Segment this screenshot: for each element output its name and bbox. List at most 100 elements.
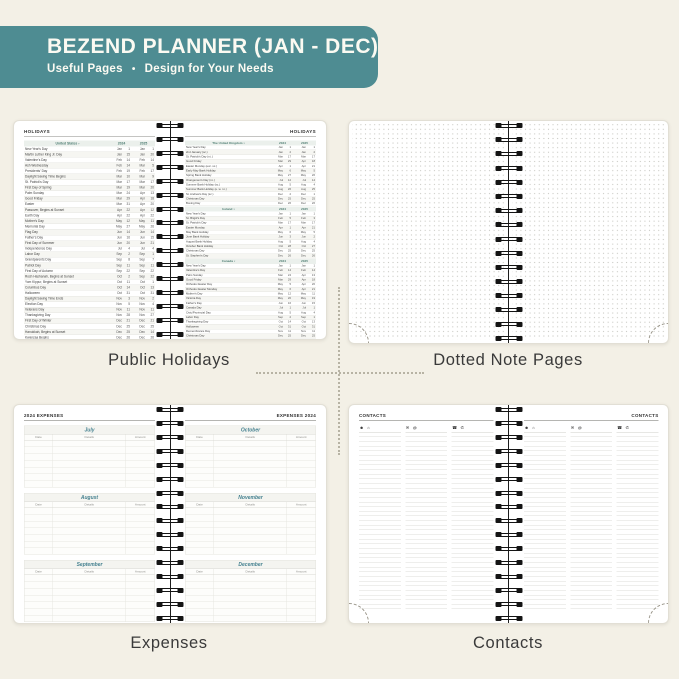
expense-entry-row <box>185 447 316 454</box>
holiday-row: Father's Day Jun 16 Jun 15 <box>24 236 155 241</box>
expenses-spread-card: 2024 EXPENSES July Date Details Amount Augus… <box>13 404 327 624</box>
expense-entry-row <box>24 447 155 454</box>
phone-icon: ☎ <box>616 425 622 430</box>
holiday-row: August Bank Holiday Aug 5 Aug 4 <box>185 240 316 245</box>
contacts-page-header: CONTACTS <box>359 413 494 421</box>
spiral-coil <box>495 137 522 143</box>
spiral-coil <box>156 504 184 510</box>
contact-column-icons: ✉ @ <box>405 425 448 433</box>
spiral-coil <box>495 179 522 185</box>
holiday-row: Christmas Day Dec 25 Dec 25 <box>185 334 316 339</box>
bullet-separator: • <box>131 64 136 75</box>
holiday-row: Easter Mar 31 Apr 20 <box>24 202 155 208</box>
spiral-coil <box>156 136 184 142</box>
expense-entry-row <box>186 615 316 622</box>
expense-entry-row <box>24 453 155 461</box>
spiral-coil <box>495 574 522 580</box>
dotted-divider-horizontal <box>256 372 424 374</box>
expenses-right-page: EXPENSES 2024 October Date Details Amount No… <box>170 405 326 623</box>
expense-entry-row <box>185 453 316 461</box>
spiral-coil <box>495 490 522 496</box>
contacts-page-header: CONTACTS <box>523 413 658 421</box>
expense-month-block: August Date Details Amount <box>24 492 155 555</box>
spiral-coil <box>156 546 184 552</box>
banner-subtitle-left: Useful Pages <box>47 63 123 75</box>
expense-entry-row <box>24 541 155 549</box>
home-icon: ⌂ <box>531 425 535 430</box>
holiday-row: Canada Day Jul 1 Jul 1 <box>185 306 316 311</box>
spiral-coil <box>495 560 522 566</box>
holiday-row: May Bank Holiday May 6 May 5 <box>185 231 316 236</box>
holiday-row: Daylight Saving Time Begins Mar 10 Mar 9 <box>24 174 155 180</box>
spiral-coil <box>156 164 184 170</box>
expense-month-title: July <box>24 426 155 434</box>
holiday-row: Thanksgiving Day Nov 28 Nov 27 <box>24 313 155 319</box>
holiday-row: First Day of Spring Mar 19 Mar 20 <box>24 185 155 191</box>
contact-ruled-lines <box>616 432 659 612</box>
header-banner: BEZEND PLANNER (JAN - DEC) Useful Pages •… <box>0 26 378 88</box>
spiral-coil <box>495 335 522 341</box>
spiral-coil <box>156 448 184 454</box>
holiday-row: New Year's Day Jan 1 Jan 1 <box>185 146 316 151</box>
expense-column-headers: Date Details Amount <box>185 501 316 508</box>
expense-month-title: December <box>185 560 316 569</box>
canada-holidays-table: Canada▾ 2024 2025 New Year's Day Jan 1 Jan 1 Val… <box>185 258 316 339</box>
holiday-row: Remembrance Day Nov 11 Nov 11 <box>185 329 316 335</box>
expense-month-title: October <box>185 426 316 434</box>
at-icon: @ <box>412 425 417 430</box>
person-icon: ☻ <box>359 425 364 430</box>
expenses-left-page: 2024 EXPENSES July Date Details Amount Augus… <box>14 405 170 623</box>
expense-entry-row <box>24 588 155 596</box>
contact-column: ✉ @ <box>569 426 612 612</box>
spiral-coil <box>156 303 184 309</box>
contacts-spread-card: CONTACTS ☻ ⌂ ✉ @ ☎ ✆ CONTACTS ☻ ⌂ ✉ @ ☎ ✆ <box>348 404 669 624</box>
contact-column-icons: ☎ ✆ <box>616 425 659 433</box>
holiday-row: Halloween Oct 31 Oct 31 <box>185 324 316 330</box>
expense-entry-row <box>186 480 316 487</box>
spiral-coil <box>495 293 522 299</box>
spiral-coil <box>156 407 184 412</box>
phone-icon: ☎ <box>452 425 458 430</box>
spiral-coil <box>156 615 184 621</box>
expense-column-headers: Date Details Amount <box>24 434 155 441</box>
spiral-coil <box>156 220 184 226</box>
contact-ruled-lines <box>359 432 401 612</box>
holiday-row: Mother's Day May 12 May 11 <box>185 292 316 297</box>
spiral-coil <box>156 532 184 538</box>
expense-entry-row <box>25 615 155 622</box>
spiral-coil <box>495 279 522 285</box>
spiral-coil <box>495 462 522 468</box>
holiday-row: June Bank Holiday Jun 3 Jun 2 <box>185 235 316 240</box>
expense-entry-row <box>24 473 155 481</box>
holiday-row: Summer Bank Holiday (sc.) Aug 5 Aug 4 <box>185 183 316 188</box>
holiday-row: New Year's Day Jan 1 Jan 1 <box>185 212 316 217</box>
spiral-coil <box>495 546 522 552</box>
spiral-wire <box>508 121 509 343</box>
holiday-row: Grandparents Day Sep 8 Sep 7 <box>24 258 155 263</box>
spiral-coil <box>156 434 184 440</box>
holiday-row: New Year's Day Jan 1 Jan 1 <box>185 264 316 269</box>
expense-month-blocks: July Date Details Amount August Date Details Am… <box>24 425 155 623</box>
expense-entry-row <box>24 534 155 542</box>
holiday-row: Rosh Hashanah, Begins at Sunset Oct 2 Sep 22 <box>24 274 155 280</box>
spiral-wire <box>169 405 171 623</box>
spiral-coil <box>495 448 522 454</box>
spiral-coil <box>156 462 184 468</box>
spiral-coil <box>495 476 522 482</box>
expense-column-headers: Date Details Amount <box>185 434 316 441</box>
mobile-phone-icon: ✆ <box>625 425 629 430</box>
spiral-coil <box>156 518 184 524</box>
holidays-left-page: HOLIDAYS United States▾ 2024 2025 New Year'… <box>14 121 170 339</box>
holiday-row: First Day of Summer Jun 20 Jun 21 <box>24 240 155 247</box>
holiday-row: Independence Day Jul 4 Jul 4 <box>24 247 155 252</box>
spiral-coil <box>495 307 522 313</box>
holiday-row: Valentine's Day Feb 14 Feb 14 <box>24 158 155 164</box>
contact-column: ☎ ✆ <box>451 425 494 612</box>
holiday-row: Flag Day Jun 14 Jun 14 <box>24 229 155 236</box>
holidays-right-page: HOLIDAYS The United Kingdom▾ 2024 2025 New … <box>170 121 326 339</box>
holiday-row: Victoria Day May 20 May 19 <box>185 296 316 302</box>
contact-ruled-lines <box>523 432 566 612</box>
holiday-region-header: The United Kingdom▾ 2024 2025 <box>185 140 316 146</box>
mobile-phone-icon: ✆ <box>460 425 465 430</box>
spiral-coil <box>156 276 184 282</box>
